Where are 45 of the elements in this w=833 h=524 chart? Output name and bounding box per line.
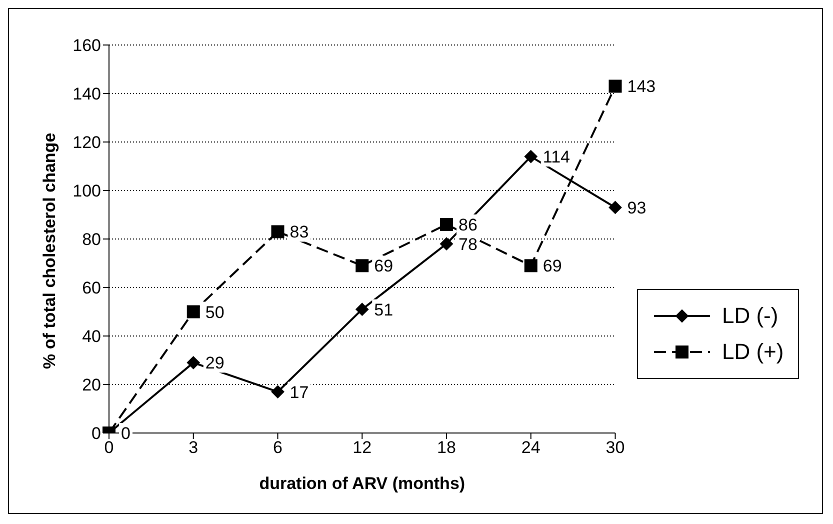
data-label: 0 bbox=[121, 424, 130, 443]
y-tick-label: 160 bbox=[72, 36, 101, 56]
point bbox=[271, 225, 284, 238]
x-tick-label: 18 bbox=[437, 438, 456, 458]
point bbox=[186, 305, 200, 318]
y-axis-title: % of total cholesterol change bbox=[40, 132, 60, 369]
y-tick-label: 20 bbox=[82, 376, 101, 395]
data-label: 50 bbox=[205, 302, 224, 322]
data-label: 114 bbox=[542, 148, 570, 167]
x-tick-label: 0 bbox=[104, 438, 114, 458]
y-tick-label: 0 bbox=[92, 424, 101, 444]
point bbox=[271, 385, 284, 398]
data-label: 86 bbox=[458, 215, 478, 234]
x-tick-label: 24 bbox=[521, 438, 540, 458]
point bbox=[356, 302, 369, 316]
x-tick-label: 3 bbox=[188, 438, 198, 458]
point bbox=[186, 356, 200, 370]
data-label: 143 bbox=[627, 77, 656, 96]
y-tick-label: 120 bbox=[72, 133, 101, 152]
x-tick-label: 6 bbox=[273, 438, 282, 458]
data-label: 51 bbox=[374, 300, 394, 320]
y-tick-label: 140 bbox=[72, 84, 101, 104]
data-label: 69 bbox=[374, 256, 394, 276]
point bbox=[524, 150, 538, 164]
data-label: 93 bbox=[627, 198, 646, 218]
data-label: 83 bbox=[290, 222, 309, 242]
point bbox=[440, 237, 453, 250]
point bbox=[608, 200, 622, 214]
y-tick-label: 40 bbox=[82, 327, 101, 346]
point bbox=[440, 218, 453, 231]
point bbox=[608, 80, 622, 93]
y-tick-label: 80 bbox=[82, 230, 101, 250]
legend-label: LD (+) bbox=[722, 339, 784, 365]
point bbox=[356, 259, 369, 272]
x-axis-title: duration of ARV (months) bbox=[259, 474, 466, 493]
x-tick-label: 12 bbox=[352, 438, 372, 458]
data-label: 29 bbox=[205, 354, 224, 373]
y-tick-label: 100 bbox=[72, 182, 101, 201]
data-label: 78 bbox=[458, 234, 478, 254]
legend-label: LD (-) bbox=[722, 303, 778, 329]
point bbox=[524, 259, 538, 272]
y-tick-label: 60 bbox=[82, 278, 101, 298]
data-label: 69 bbox=[542, 256, 562, 276]
data-label: 17 bbox=[290, 382, 309, 402]
x-tick-label: 30 bbox=[606, 438, 625, 458]
